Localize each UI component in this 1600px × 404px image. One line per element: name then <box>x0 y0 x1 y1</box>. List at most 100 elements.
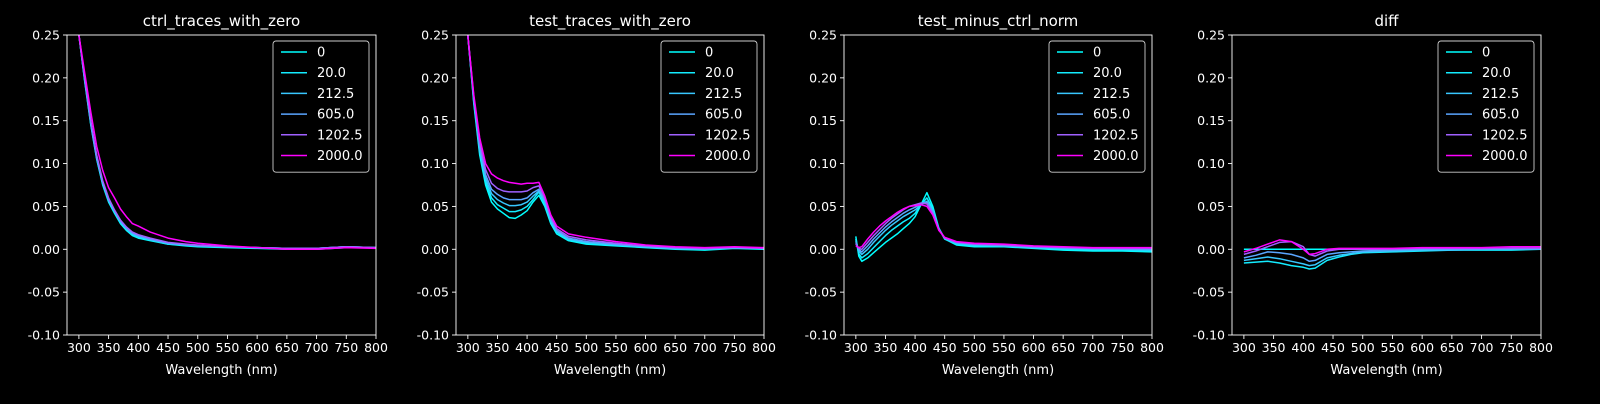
chart-panel-1: 300 350 400 450 500 550 600 650 700 750 800 -0.10 -0… <box>28 12 388 378</box>
x-tick-label: 550 <box>216 340 240 355</box>
chart-title: test_traces_with_zero <box>529 12 691 31</box>
legend-label-4: 605.0 <box>1482 108 1519 123</box>
legend-box <box>272 40 370 173</box>
legend-label-4: 605.0 <box>705 108 742 123</box>
legend-label-3: 212.5 <box>1482 87 1519 102</box>
chart-title: test_minus_ctrl_norm <box>918 12 1079 31</box>
x-tick-label: 700 <box>305 340 329 355</box>
x-tick-label: 800 <box>752 340 776 355</box>
chart-panel-4: 300 350 400 450 500 550 600 650 700 750 800 -0.10 -0… <box>1193 12 1553 378</box>
series-line-4 <box>1243 247 1541 263</box>
x-tick-label: 650 <box>663 340 687 355</box>
chart-title: diff <box>1374 12 1399 30</box>
chart-title: ctrl_traces_with_zero <box>143 12 300 31</box>
chart-panel-2: 300 350 400 450 500 550 600 650 700 750 800 -0.10 -0… <box>417 12 776 378</box>
legend: 0 20.0 212.5 605.0 1202.5 2000.0 <box>660 40 758 173</box>
series-line-5 <box>467 35 764 250</box>
axes-frame <box>1231 34 1542 336</box>
axes-frame <box>455 34 765 336</box>
y-tick-label: -0.10 <box>417 328 449 343</box>
x-tick-label: 750 <box>1110 340 1134 355</box>
series-line-6 <box>467 35 764 249</box>
x-tick-label: 600 <box>1410 340 1434 355</box>
legend-label-1: 0 <box>317 46 325 61</box>
x-tick-label: 300 <box>67 340 91 355</box>
series-group <box>78 35 376 251</box>
y-tick-label: 0.10 <box>809 156 837 171</box>
legend-label-5: 1202.5 <box>705 128 751 143</box>
y-tick-label: -0.10 <box>1193 328 1225 343</box>
y-tick-label: 0.25 <box>421 28 449 43</box>
y-tick-label: 0.20 <box>32 70 60 85</box>
x-tick-label: 300 <box>844 340 868 355</box>
x-tick-label: 450 <box>156 340 180 355</box>
series-line-4 <box>467 35 764 251</box>
x-tick-label: 300 <box>456 340 480 355</box>
x-axis-label: Wavelength (nm) <box>1330 363 1442 378</box>
x-tick-label: 450 <box>545 340 569 355</box>
y-tick-label: 0.00 <box>32 242 60 257</box>
legend-label-3: 212.5 <box>705 87 742 102</box>
legend-label-3: 212.5 <box>317 87 354 102</box>
x-tick-label: 600 <box>245 340 269 355</box>
axes-frame <box>843 34 1153 336</box>
y-tick-label: -0.05 <box>417 285 449 300</box>
x-tick-label: 500 <box>1351 340 1375 355</box>
x-tick-label: 350 <box>874 340 898 355</box>
x-tick-label: 550 <box>1381 340 1405 355</box>
legend-box <box>660 40 758 173</box>
legend-label-2: 20.0 <box>317 66 346 81</box>
x-tick-label: 650 <box>275 340 299 355</box>
x-tick-label: 400 <box>126 340 150 355</box>
legend-label-1: 0 <box>1482 46 1490 61</box>
legend-label-2: 20.0 <box>1482 66 1511 81</box>
y-tick-label: -0.10 <box>28 328 60 343</box>
legend-label-2: 20.0 <box>1093 66 1122 81</box>
x-tick-label: 550 <box>604 340 628 355</box>
x-tick-label: 500 <box>186 340 210 355</box>
y-tick-label: 0.05 <box>1197 199 1225 214</box>
x-tick-label: 600 <box>1022 340 1046 355</box>
legend: 0 20.0 212.5 605.0 1202.5 2000.0 <box>272 40 370 173</box>
chart-panel-3: 300 350 400 450 500 550 600 650 700 750 800 -0.10 -0… <box>805 12 1164 378</box>
x-tick-label: 750 <box>722 340 746 355</box>
x-tick-label: 650 <box>1440 340 1464 355</box>
legend-label-5: 1202.5 <box>317 128 363 143</box>
y-tick-label: 0.15 <box>809 113 837 128</box>
x-tick-label: 400 <box>515 340 539 355</box>
y-tick-label: 0.20 <box>421 70 449 85</box>
y-tick-label: -0.05 <box>28 285 60 300</box>
x-tick-label: 450 <box>933 340 957 355</box>
y-tick-label: 0.10 <box>421 156 449 171</box>
y-tick-label: 0.00 <box>809 242 837 257</box>
legend-box <box>1048 40 1146 173</box>
x-tick-label: 400 <box>903 340 927 355</box>
series-line-6 <box>1243 239 1541 256</box>
x-tick-label: 450 <box>1321 340 1345 355</box>
series-line-1 <box>467 35 764 251</box>
y-tick-label: 0.25 <box>32 28 60 43</box>
x-axis-label: Wavelength (nm) <box>942 363 1054 378</box>
y-tick-label: -0.05 <box>805 285 837 300</box>
series-group <box>467 35 764 251</box>
x-tick-label: 700 <box>1470 340 1494 355</box>
y-tick-label: 0.15 <box>421 113 449 128</box>
legend-label-1: 0 <box>705 46 713 61</box>
legend-label-6: 2000.0 <box>705 149 751 164</box>
x-tick-label: 350 <box>97 340 121 355</box>
y-tick-label: 0.20 <box>1197 70 1225 85</box>
x-tick-label: 550 <box>992 340 1016 355</box>
y-tick-label: 0.05 <box>809 199 837 214</box>
legend-label-2: 20.0 <box>705 66 734 81</box>
x-tick-label: 500 <box>962 340 986 355</box>
legend: 0 20.0 212.5 605.0 1202.5 2000.0 <box>1048 40 1146 173</box>
series-line-5 <box>1243 240 1541 257</box>
legend-label-4: 605.0 <box>317 108 354 123</box>
y-tick-label: 0.00 <box>1197 242 1225 257</box>
legend-label-6: 2000.0 <box>317 149 363 164</box>
series-line-5 <box>855 202 1152 251</box>
y-tick-label: 0.25 <box>809 28 837 43</box>
legend: 0 20.0 212.5 605.0 1202.5 2000.0 <box>1437 40 1535 173</box>
legend-label-4: 605.0 <box>1093 108 1130 123</box>
